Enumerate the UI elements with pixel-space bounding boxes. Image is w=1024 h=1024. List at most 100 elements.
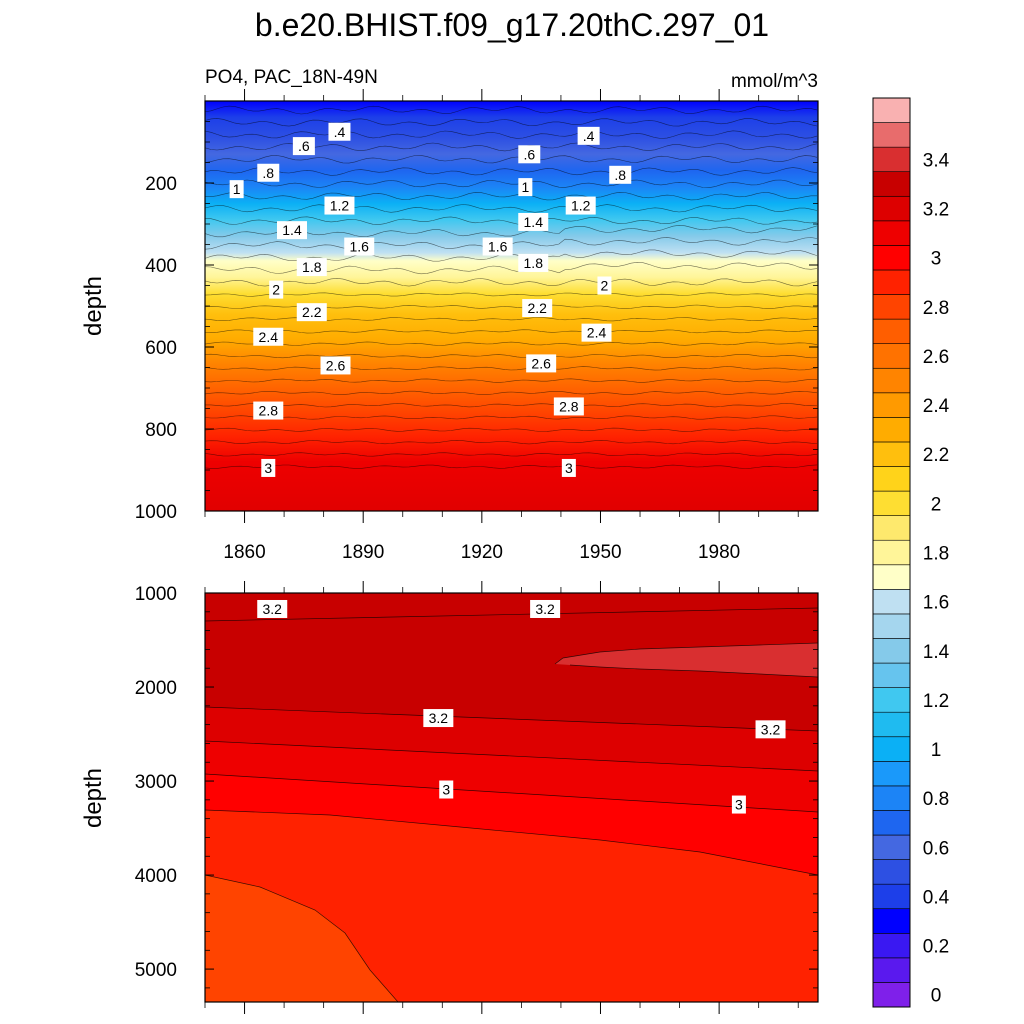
upper-contour-label: .6 [523,146,535,162]
lower-contour-line [205,706,818,732]
upper-contour-line [205,292,818,297]
colorbar-swatch [872,146,911,173]
upper-contour-label: 1 [521,179,529,195]
upper-contour-label-box [581,323,612,342]
upper-contour-label: 2 [601,278,609,294]
upper-contour-label: 2.6 [326,357,346,373]
upper-x-tick-label: 1950 [579,542,621,563]
upper-contour-label: .8 [614,167,626,183]
lower-band-27 [205,875,398,1002]
colorbar-tick-label: 0.6 [923,838,949,859]
colorbar-tick-label: 3.4 [923,150,950,171]
upper-x-tick-label: 1890 [342,542,384,563]
upper-contour-label-box [518,253,549,272]
upper-contour-line [205,439,818,445]
upper-contour-label-box [561,458,576,477]
upper-contour-label: 1.2 [571,198,591,214]
lower-contour-label: 3.2 [429,710,449,726]
upper-y-tick-label: 1000 [135,502,177,523]
lower-y-axis: 1000 2000 3000 4000 5000 [135,584,818,989]
upper-contour-lines [205,105,818,469]
upper-contour-label: 1.4 [524,214,544,230]
colorbar-tick-label: 0.4 [923,887,950,908]
lower-x-axis [204,581,799,1014]
upper-x-tick-label: 1980 [698,542,740,563]
upper-contour-label: 1.2 [330,198,350,214]
colorbar-swatch [872,957,911,983]
colorbar-tick-label: 0.2 [923,937,949,958]
upper-contour-line [205,130,818,139]
lower-y-axis-label: depth [80,768,107,828]
upper-y-tick-label: 600 [145,338,177,359]
colorbar-swatch [872,515,911,541]
colorbar-tick-label: 1.2 [923,691,949,712]
upper-contour-label: 2 [272,282,280,298]
colorbar-swatch [872,441,911,467]
upper-contour-label-box [269,280,284,299]
upper-contour-line [205,118,818,127]
upper-contour-label-box [277,221,308,240]
upper-contour-label: .4 [583,128,595,144]
colorbar-swatch [872,736,911,762]
colorbar-swatch [872,883,911,910]
lower-y-tick-label: 3000 [135,772,177,793]
colorbar-swatch [872,662,911,688]
upper-contour-line [205,427,818,432]
colorbar-tick-label: 2.8 [923,298,949,319]
colorbar-swatch [872,711,911,738]
lower-contour-line [205,740,818,772]
colorbar-swatch [872,834,911,860]
upper-contour-label: 3 [565,460,573,476]
upper-contour-line [205,390,818,395]
upper-x-axis: 1860 1890 1920 1950 1980 [204,89,799,563]
upper-contour-label: .8 [262,165,274,181]
lower-contour-label-box [731,795,746,814]
upper-y-tick-label: 200 [145,174,177,195]
upper-contour-label-box [253,327,284,346]
upper-contour-label: .4 [334,124,346,140]
lower-contour-label: 3.2 [262,601,282,617]
upper-contour-line [205,105,818,115]
lower-band-34-patch [555,643,818,677]
colorbar-swatch [872,761,911,787]
upper-y-tick-label: 400 [145,256,177,277]
upper-contour-line [205,353,818,359]
lower-contour-line [569,664,818,678]
colorbar-swatch [872,220,911,246]
upper-contour-label: 1.6 [488,239,508,255]
upper-contour-label-box [344,237,375,256]
upper-contour-label: 1.4 [282,222,302,238]
lower-contour-line [205,809,818,876]
colorbar-swatch [872,908,911,934]
colorbar-tick-label: 0.8 [923,789,949,810]
upper-contour-label-box [565,196,596,215]
colorbar-swatch [872,367,911,394]
colorbar-swatch [872,687,911,713]
upper-contour-label-box [518,212,549,231]
colorbar-swatch [872,490,911,516]
colorbar-swatch [872,122,911,148]
colorbar-tick-label: 3.2 [923,200,949,221]
lower-contour-lines [205,607,818,1002]
lower-contour-label: 3 [735,797,743,813]
lower-contour-label-box [530,599,561,618]
colorbar-tick-label: 2.2 [923,445,949,466]
colorbar-tick-label: 1.4 [923,642,950,663]
colorbar-swatch [872,564,911,590]
upper-contour-label: 2.2 [302,304,322,320]
upper-contour-line [205,378,817,383]
colorbar-swatch [872,195,911,222]
colorbar-tick-label: 2.4 [923,396,950,417]
lower-panel: 1000 2000 3000 4000 5000 3.2 3.2 3.2 3.2 3 3 dept… [80,581,819,1014]
lower-contour-label-box [439,780,454,799]
upper-contour-line [205,329,817,334]
colorbar-swatch [872,638,911,664]
upper-contour-line [205,452,818,457]
colorbar-swatch [872,294,911,320]
upper-contour-label: 2.2 [527,300,547,316]
colorbar-swatch [872,539,911,566]
upper-x-tick-label: 1920 [461,542,503,563]
colorbar-frame [872,97,911,1008]
upper-contour-line [205,366,818,371]
